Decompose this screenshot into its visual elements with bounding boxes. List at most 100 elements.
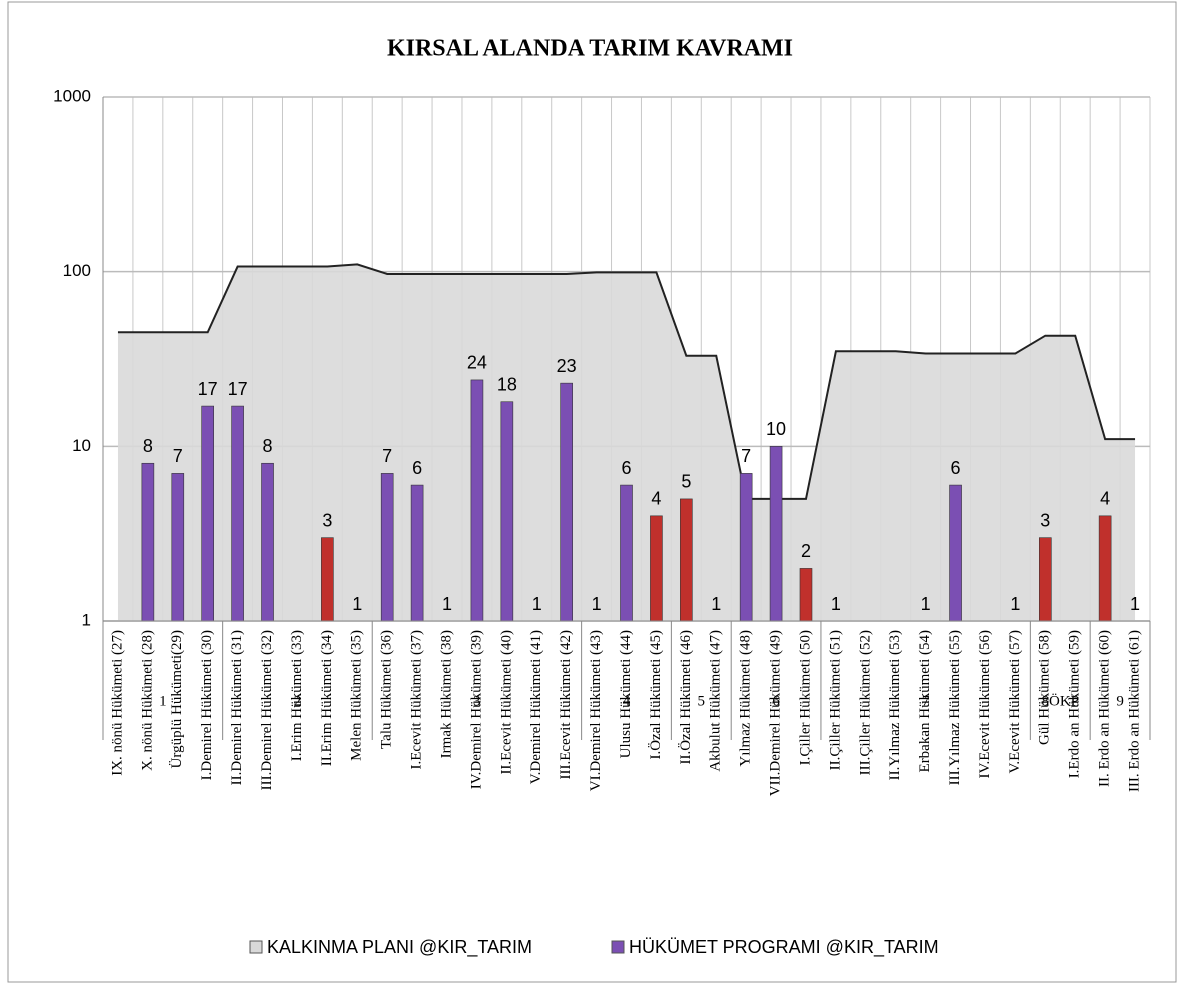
data-label: 1 xyxy=(711,594,721,614)
x-tick-label: II.Ecevit Hükümeti (40) xyxy=(498,630,514,775)
bar xyxy=(380,473,394,622)
x-tick-label: Yılmaz Hükümeti (48) xyxy=(738,630,754,767)
group-label: 4 xyxy=(623,693,631,709)
group-label: 1 xyxy=(159,693,167,709)
x-tick-label: II.Erim Hükümeti (34) xyxy=(319,630,335,766)
bar xyxy=(620,484,633,622)
data-label: 1 xyxy=(352,594,362,614)
x-tick-label: Irmak Hükümeti (38) xyxy=(438,630,454,758)
data-label: 6 xyxy=(412,458,422,478)
x-tick-label: II.Demirel Hükümeti (31) xyxy=(229,630,245,785)
data-label: 1 xyxy=(592,594,602,614)
bar xyxy=(949,484,962,622)
x-tick-label: Talu Hükümeti (36) xyxy=(379,630,395,749)
x-tick-label: VI.Demirel Hükümeti (43) xyxy=(588,630,604,791)
x-tick-label: II.Çiller Hükümeti (51) xyxy=(827,630,843,770)
x-tick-label: III.Yılmaz Hükümeti (55) xyxy=(947,630,963,785)
data-label: 3 xyxy=(322,510,332,530)
x-tick-label: Erbakan Hükümeti (54) xyxy=(917,630,933,772)
x-tick-label: II. Erdo an Hükümeti (60) xyxy=(1097,630,1113,787)
x-tick-label: III.Ecevit Hükümeti (42) xyxy=(558,630,574,780)
x-tick-label: V.Demirel Hükümeti (41) xyxy=(528,630,544,784)
bar xyxy=(321,537,334,622)
x-tick-label: Akbulut Hükümeti (47) xyxy=(708,630,724,772)
x-tick-label: VII.Demirel Hükümeti (49) xyxy=(768,630,784,796)
group-label: 8ÖKP xyxy=(1041,692,1079,709)
data-label: 10 xyxy=(766,419,786,439)
x-tick-label: II.Yılmaz Hükümeti (53) xyxy=(887,630,903,780)
data-label: 17 xyxy=(228,379,248,399)
data-label: 23 xyxy=(557,356,577,376)
bar xyxy=(680,498,693,622)
data-label: 1 xyxy=(1010,594,1020,614)
bar xyxy=(141,462,155,622)
x-tick-label: IV.Demirel Hükümeti (39) xyxy=(468,630,484,789)
bar xyxy=(650,515,663,622)
data-label: 8 xyxy=(143,436,153,456)
data-label: 1 xyxy=(442,594,452,614)
x-tick-label: III.Çiller Hükümeti (52) xyxy=(857,630,873,775)
group-label: 2 xyxy=(294,693,302,709)
y-tick-label: 10 xyxy=(72,436,91,455)
bar xyxy=(410,484,424,622)
bar xyxy=(500,401,514,622)
data-label: 24 xyxy=(467,353,487,373)
data-label: 1 xyxy=(831,594,841,614)
bar xyxy=(261,462,274,622)
data-label: 8 xyxy=(263,436,273,456)
x-tick-label: I.Erim Hükümeti (33) xyxy=(289,630,305,761)
group-label: 7 xyxy=(922,693,930,709)
data-label: 6 xyxy=(951,458,961,478)
x-tick-label: IV.Ecevit Hükümeti (56) xyxy=(977,630,993,778)
group-label: 3 xyxy=(473,693,481,709)
bar xyxy=(739,473,753,622)
data-label: 1 xyxy=(921,594,931,614)
group-label: 5 xyxy=(698,693,706,709)
x-tick-label: I.Çiller Hükümeti (50) xyxy=(797,630,813,765)
bar xyxy=(470,379,484,622)
group-label: 9 xyxy=(1116,693,1124,709)
data-label: 4 xyxy=(651,489,661,509)
bar xyxy=(799,568,813,622)
legend-label: HÜKÜMET PROGRAMI @KIR_TARIM xyxy=(629,937,939,958)
area-line xyxy=(117,263,1136,500)
data-label: 1 xyxy=(532,594,542,614)
data-label: 7 xyxy=(382,446,392,466)
data-label: 3 xyxy=(1040,510,1050,530)
legend-swatch xyxy=(249,940,263,954)
x-tick-label: I.Özal Hükümeti (45) xyxy=(647,630,664,760)
x-tick-label: I.Demirel Hükümeti (30) xyxy=(199,630,215,780)
area xyxy=(117,264,1136,621)
legend-swatch xyxy=(611,940,625,954)
group-label: 6 xyxy=(772,693,780,709)
y-tick-label: 1000 xyxy=(53,86,91,105)
data-label: 7 xyxy=(173,446,183,466)
bar xyxy=(769,446,783,622)
data-label: 18 xyxy=(497,374,517,394)
x-tick-label: V.Ecevit Hükümeti (57) xyxy=(1007,630,1023,773)
x-tick-label: III. Erdo an Hükümeti (61) xyxy=(1126,630,1142,792)
data-label: 5 xyxy=(681,472,691,492)
data-label: 6 xyxy=(621,458,631,478)
x-tick-label: I.Erdo an Hükümeti (59) xyxy=(1067,630,1083,778)
x-tick-label: II.Özal Hükümeti (46) xyxy=(677,630,694,765)
x-tick-label: X. nönü Hükümeti (28) xyxy=(139,630,155,771)
bar xyxy=(560,382,573,622)
data-label: 4 xyxy=(1100,489,1110,509)
data-label: 2 xyxy=(801,541,811,561)
x-tick-label: Gül Hükümeti (58) xyxy=(1037,630,1053,745)
y-tick-label: 1 xyxy=(82,610,91,629)
x-tick-label: IX. nönü Hükümeti (27) xyxy=(109,630,125,776)
x-tick-label: I.Ecevit Hükümeti (37) xyxy=(409,630,425,770)
y-tick-label: 100 xyxy=(63,261,91,280)
x-tick-label: Ürgüplü Hükümeti(29) xyxy=(168,630,185,768)
bar xyxy=(171,473,185,622)
x-tick-label: III.Demirel Hükümeti (32) xyxy=(259,630,275,790)
x-tick-label: Melen Hükümeti (35) xyxy=(349,630,365,761)
chart-title: KIRSAL ALANDA TARIM KAVRAMI xyxy=(387,36,793,62)
data-label: 17 xyxy=(198,379,218,399)
data-label: 7 xyxy=(741,446,751,466)
data-label: 1 xyxy=(1130,594,1140,614)
bar xyxy=(1098,515,1112,622)
